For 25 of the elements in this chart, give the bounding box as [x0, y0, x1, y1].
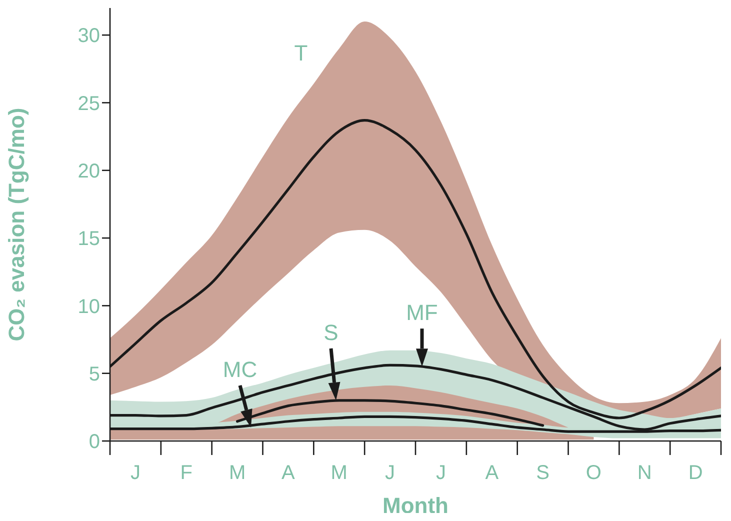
x-tick-label: O	[586, 462, 602, 484]
y-tick-label: 5	[88, 363, 100, 386]
x-tick-label: J	[436, 462, 446, 484]
annotation: MF	[406, 300, 438, 326]
x-tick-label: S	[536, 462, 550, 484]
x-tick-label: D	[688, 462, 703, 484]
x-tick-label: A	[282, 462, 296, 484]
y-tick-label: 0	[88, 431, 100, 454]
x-tick-label: J	[385, 462, 396, 484]
x-tick-label: A	[485, 462, 500, 484]
y-tick-label: 15	[78, 228, 100, 250]
y-axis-title: CO₂ evasion (TgC/mo)	[4, 108, 29, 342]
x-axis-title: Month	[382, 493, 448, 518]
x-tick-label: M	[330, 462, 348, 484]
annotation: S	[324, 320, 338, 345]
x-tick-label: J	[130, 462, 140, 484]
y-tick-label: 30	[78, 25, 100, 48]
x-tick-label: M	[228, 462, 246, 484]
y-tick-label: 10	[78, 296, 100, 318]
annotation: MC	[222, 356, 258, 382]
y-tick-label: 20	[78, 160, 100, 182]
y-tick-label: 25	[78, 92, 100, 115]
annotation: T	[294, 40, 308, 66]
x-tick-label: N	[637, 462, 652, 484]
x-tick-label: F	[180, 462, 192, 484]
